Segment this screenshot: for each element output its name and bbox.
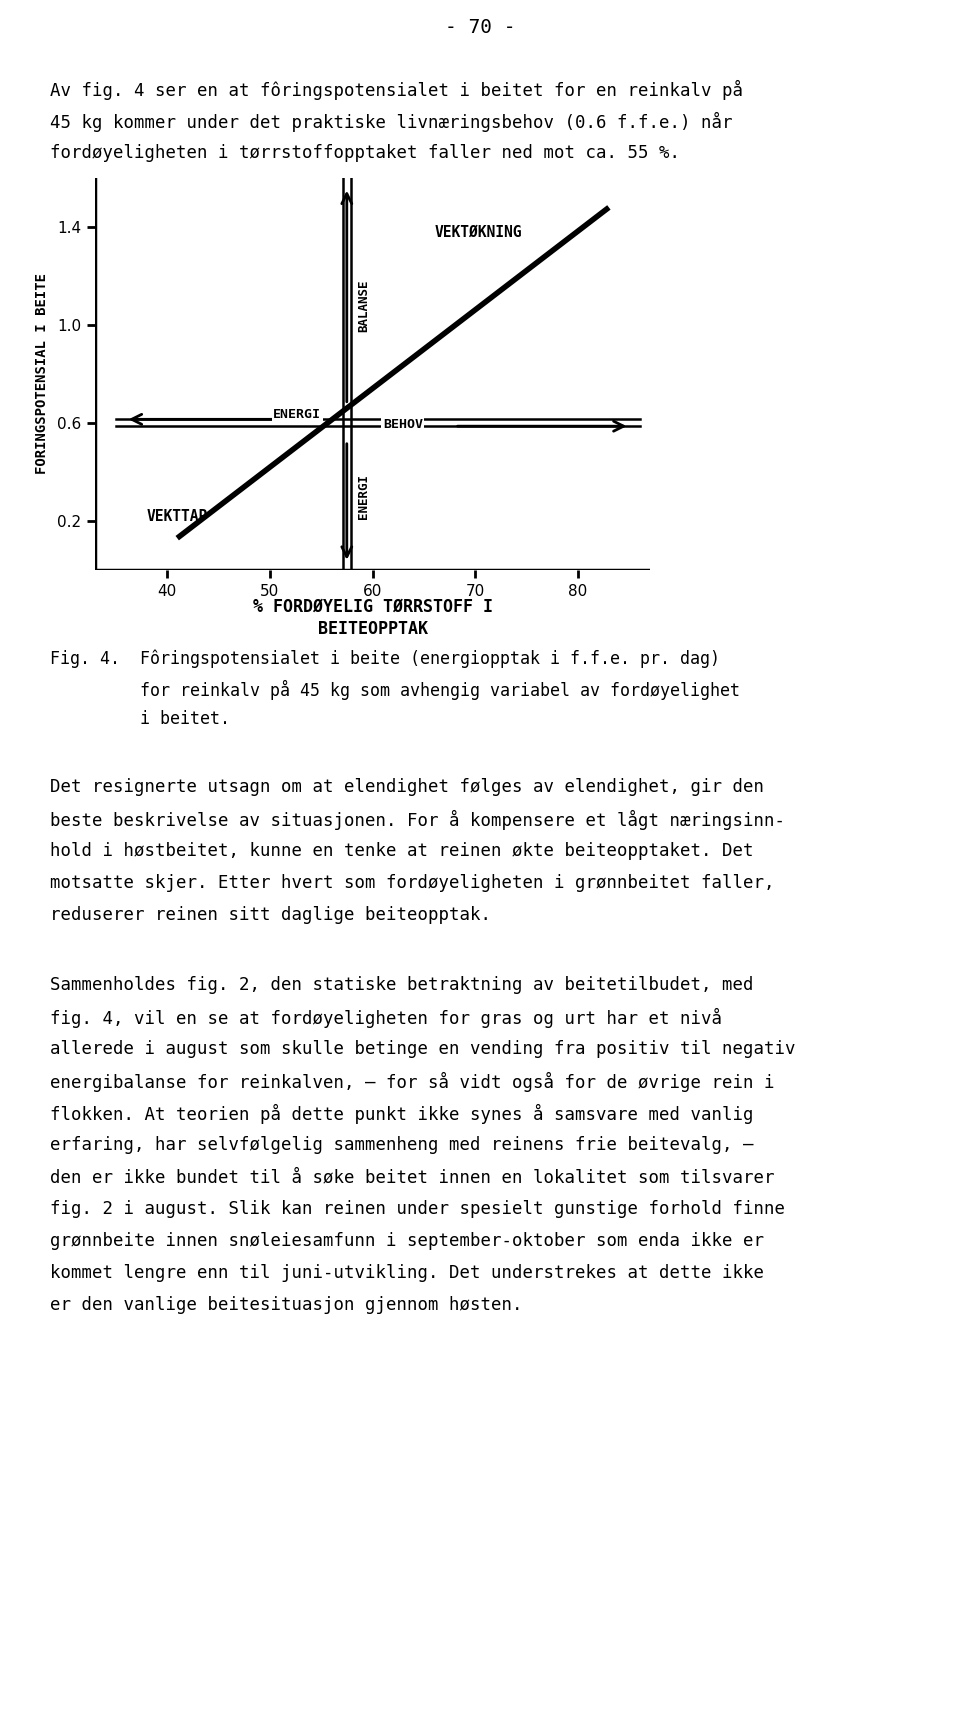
Text: BEHOV: BEHOV — [383, 417, 422, 431]
Text: er den vanlige beitesituasjon gjennom høsten.: er den vanlige beitesituasjon gjennom hø… — [50, 1296, 522, 1314]
Text: Det resignerte utsagn om at elendighet følges av elendighet, gir den: Det resignerte utsagn om at elendighet f… — [50, 778, 764, 797]
Text: den er ikke bundet til å søke beitet innen en lokalitet som tilsvarer: den er ikke bundet til å søke beitet inn… — [50, 1168, 775, 1186]
Text: motsatte skjer. Etter hvert som fordøyeligheten i grønnbeitet faller,: motsatte skjer. Etter hvert som fordøyel… — [50, 874, 775, 893]
Text: beste beskrivelse av situasjonen. For å kompensere et lågt næringsinn-: beste beskrivelse av situasjonen. For å … — [50, 810, 785, 829]
Text: hold i høstbeitet, kunne en tenke at reinen økte beiteopptaket. Det: hold i høstbeitet, kunne en tenke at rei… — [50, 841, 754, 860]
Text: 45 kg kommer under det praktiske livnæringsbehov (0.6 f.f.e.) når: 45 kg kommer under det praktiske livnæri… — [50, 112, 732, 132]
Text: for reinkalv på 45 kg som avhengig variabel av fordøyelighet: for reinkalv på 45 kg som avhengig varia… — [50, 680, 740, 701]
Text: flokken. At teorien på dette punkt ikke synes å samsvare med vanlig: flokken. At teorien på dette punkt ikke … — [50, 1104, 754, 1125]
Text: i beitet.: i beitet. — [50, 711, 230, 728]
Text: kommet lengre enn til juni-utvikling. Det understrekes at dette ikke: kommet lengre enn til juni-utvikling. De… — [50, 1264, 764, 1283]
Text: BEITEOPPTAK: BEITEOPPTAK — [318, 620, 427, 639]
Text: Sammenholdes fig. 2, den statiske betraktning av beitetilbudet, med: Sammenholdes fig. 2, den statiske betrak… — [50, 975, 754, 994]
Text: % FORDØYELIG TØRRSTOFF I: % FORDØYELIG TØRRSTOFF I — [252, 598, 492, 616]
Text: ENERGI: ENERGI — [273, 409, 321, 421]
Text: Fig. 4.  Fôringspotensialet i beite (energiopptak i f.f.e. pr. dag): Fig. 4. Fôringspotensialet i beite (ener… — [50, 651, 720, 668]
Text: fig. 4, vil en se at fordøyeligheten for gras og urt har et nivå: fig. 4, vil en se at fordøyeligheten for… — [50, 1008, 722, 1028]
Text: Av fig. 4 ser en at fôringspotensialet i beitet for en reinkalv på: Av fig. 4 ser en at fôringspotensialet i… — [50, 81, 743, 100]
Text: VEKTTAP: VEKTTAP — [146, 508, 207, 524]
Text: allerede i august som skulle betinge en vending fra positiv til negativ: allerede i august som skulle betinge en … — [50, 1041, 796, 1058]
Y-axis label: FORINGSPOTENSIAL I BEITE: FORINGSPOTENSIAL I BEITE — [35, 273, 49, 474]
Text: - 70 -: - 70 - — [444, 17, 516, 38]
Text: VEKTØKNING: VEKTØKNING — [434, 225, 521, 239]
Text: ENERGI: ENERGI — [357, 474, 370, 519]
Text: fordøyeligheten i tørrstoffopptaket faller ned mot ca. 55 %.: fordøyeligheten i tørrstoffopptaket fall… — [50, 144, 680, 161]
Text: BALANSE: BALANSE — [357, 280, 370, 331]
Text: grønnbeite innen snøleiesamfunn i september-oktober som enda ikke er: grønnbeite innen snøleiesamfunn i septem… — [50, 1233, 764, 1250]
Text: reduserer reinen sitt daglige beiteopptak.: reduserer reinen sitt daglige beiteoppta… — [50, 907, 491, 924]
Text: energibalanse for reinkalven, – for så vidt også for de øvrige rein i: energibalanse for reinkalven, – for så v… — [50, 1071, 775, 1092]
Text: fig. 2 i august. Slik kan reinen under spesielt gunstige forhold finne: fig. 2 i august. Slik kan reinen under s… — [50, 1200, 785, 1217]
Text: erfaring, har selvfølgelig sammenheng med reinens frie beitevalg, –: erfaring, har selvfølgelig sammenheng me… — [50, 1137, 754, 1154]
